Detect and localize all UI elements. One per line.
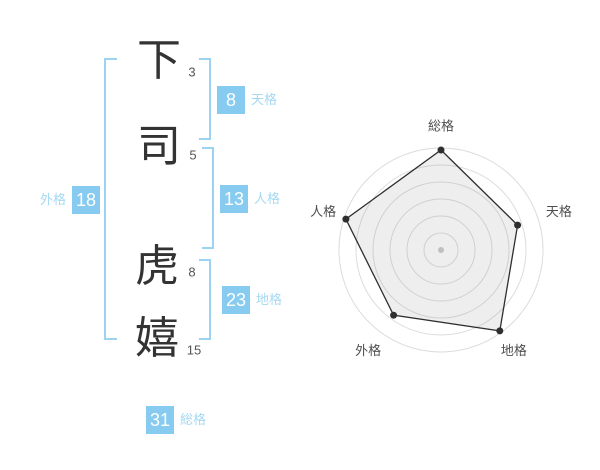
chikaku-bracket <box>199 259 211 340</box>
soukaku-badge: 31 <box>146 406 174 434</box>
tenkaku-bracket <box>199 58 211 140</box>
radar-axis-label: 地格 <box>501 343 527 358</box>
tenkaku-badge: 8 <box>217 86 245 114</box>
stroke-count-2: 5 <box>189 147 197 163</box>
radar-axis-label: 外格 <box>355 343 381 358</box>
radar-axis-label: 総格 <box>428 119 454 134</box>
gaikaku-label: 外格 <box>39 192 66 207</box>
name-char-2: 司 <box>137 122 181 171</box>
radar-chart-area: 総格天格地格 外格 人格 <box>301 110 581 390</box>
jinkaku-badge: 13 <box>220 185 248 213</box>
jinkaku-bracket <box>202 147 214 249</box>
stroke-count-3: 8 <box>188 264 196 280</box>
radar-axis-label: 天格 <box>546 204 572 219</box>
chikaku-label: 地格 <box>256 292 283 307</box>
name-char-1: 下 <box>137 36 181 85</box>
radar-axis-label: 人格 <box>310 204 336 219</box>
gaikaku-bracket <box>104 58 117 340</box>
name-char-3: 虎 <box>135 242 179 291</box>
jinkaku-label: 人格 <box>254 191 281 206</box>
stroke-count-1: 3 <box>188 64 196 80</box>
stroke-count-4: 15 <box>186 342 202 358</box>
name-char-4: 嬉 <box>135 314 179 363</box>
chikaku-badge: 23 <box>222 286 250 314</box>
tenkaku-label: 天格 <box>251 92 278 107</box>
gaikaku-badge: 18 <box>72 186 100 214</box>
soukaku-label: 総格 <box>180 412 207 427</box>
